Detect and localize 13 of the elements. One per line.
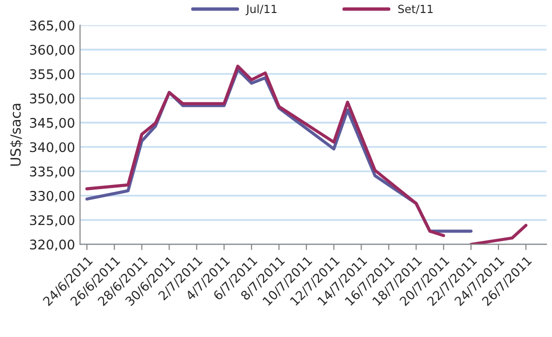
y-tick-label: 350,00 <box>30 94 74 105</box>
y-tick-label: 345,00 <box>30 118 74 130</box>
y-tick-label: 325,00 <box>30 215 74 227</box>
legend-label: Jul/11 <box>246 4 276 16</box>
y-axis-title: US$/saca <box>10 104 23 166</box>
y-tick-label: 320,00 <box>30 240 74 251</box>
y-tick-label: 365,00 <box>30 20 74 32</box>
y-tick-label: 330,00 <box>30 190 74 202</box>
y-tick-label: 355,00 <box>30 69 74 80</box>
legend-label: Set/11 <box>398 4 433 14</box>
y-tick-label: 340,00 <box>30 142 74 154</box>
y-tick-label: 360,00 <box>30 44 74 56</box>
y-tick-label: 335,00 <box>30 166 74 178</box>
